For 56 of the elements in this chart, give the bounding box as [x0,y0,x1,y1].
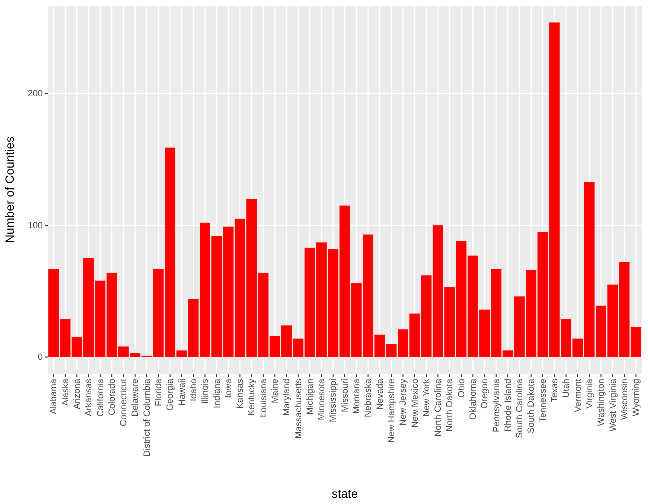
x-tick-label: Hawaii [176,379,187,406]
x-tick-label: Utah [561,379,572,398]
x-tick-label: New Jersey [398,378,408,426]
x-tick-label: California [95,379,106,418]
x-tick-label: Georgia [165,379,176,412]
x-tick-label: Florida [154,379,164,407]
x-tick-label: Arizona [72,379,82,410]
x-tick-label: Iowa [223,379,234,398]
x-tick-label: Vermont [572,378,583,413]
x-tick-label: Virginia [584,379,594,409]
x-tick-label: Texas [550,378,560,403]
x-tick-label: Maryland [282,379,292,416]
y-tick-label: 0 [38,352,43,362]
x-tick-label: South Dakota [526,379,536,434]
x-tick-label: Connecticut [118,378,129,427]
x-tick-label: North Dakota [444,379,455,432]
x-tick-label: Rhode Island [502,379,513,432]
x-tick-label: Delaware [130,379,140,418]
x-tick-label: Idaho [188,379,198,402]
x-tick-label: Ohio [456,379,466,398]
x-tick-label: Washington [596,379,606,426]
x-tick-label: New Hampshire [386,379,396,444]
x-tick-label: West Virginia [608,379,618,432]
x-tick-label: Indiana [212,379,222,409]
x-tick-label: Montana [352,379,362,414]
y-tick-label: 200 [28,88,43,99]
x-tick-label: Oklahoma [468,379,478,420]
x-tick-label: Kansas [235,378,246,410]
x-tick-label: Pennsylvania [491,379,502,433]
x-tick-label: Wyoming [631,379,642,416]
x-tick-label: Louisiana [258,379,268,418]
x-tick-label: New Mexico [410,379,420,428]
x-tick-label: Missouri [340,379,350,413]
x-tick-label: North Carolina [433,379,444,438]
x-tick-label: District of Columbia [142,379,152,458]
x-tick-label: Tennessee [538,379,548,423]
y-tick-label: 100 [28,220,43,230]
x-tick-label: Illinois [200,378,210,404]
x-tick-label: Wisconsin [619,379,630,420]
x-tick-label: Kentucky [246,378,257,416]
x-axis-title: state [332,487,358,501]
x-tick-label: Nebraska [363,379,374,418]
x-tick-label: Alabama [48,379,59,415]
x-tick-label: Michigan [304,379,315,416]
x-tick-label: Alaska [60,379,70,406]
x-tick-label: Minnesota [316,379,327,421]
x-tick-label: Arkansas [84,378,94,417]
x-tick-label: Maine [270,379,280,404]
x-tick-label: Nevada [374,379,385,410]
x-tick-label: New York [421,378,432,418]
y-axis-title: Number of Counties [3,136,17,244]
x-tick-label: Mississippi [328,379,338,423]
x-tick-label: Colorado [106,379,117,416]
x-tick-label: Oregon [480,379,490,410]
x-tick-label: Massachusetts [293,378,304,440]
x-tick-label: South Carolina [514,379,525,439]
